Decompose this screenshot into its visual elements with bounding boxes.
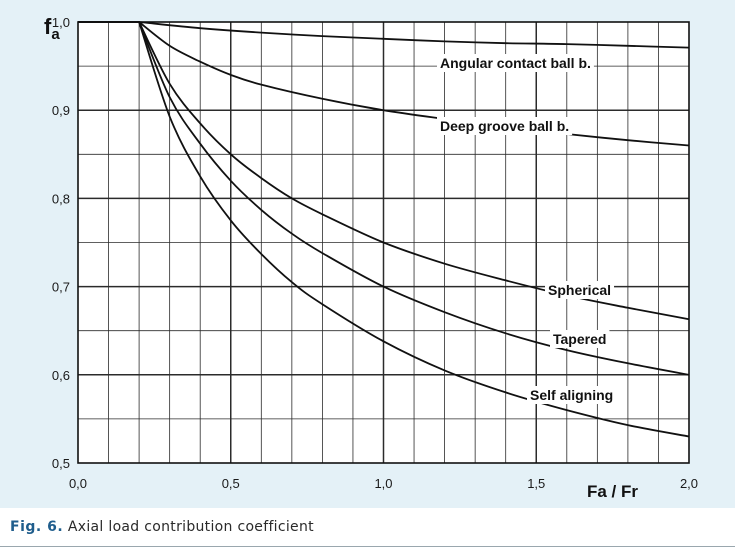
y-axis-title-subscript: a: [51, 26, 60, 43]
curve-label-3: Spherical: [548, 282, 611, 298]
x-tick-label: 1,5: [527, 476, 545, 491]
y-tick-label: 0,9: [52, 103, 70, 118]
curve-label-4: Tapered: [553, 331, 606, 347]
y-tick-label: 0,6: [52, 368, 70, 383]
caption-divider: [0, 546, 735, 547]
series-line-5: [78, 21, 690, 438]
x-tick-label: 0,0: [69, 476, 87, 491]
curve-label-background: [437, 54, 594, 72]
chart: 0,5 0,6 0,7 0,8 0,9 1,0 0,0 0,5 1,0 1,5 2,0 Angul…: [44, 14, 698, 501]
x-axis-title: Fa / Fr: [587, 482, 638, 501]
x-tick-label: 1,0: [374, 476, 392, 491]
curve-label-background: [527, 386, 617, 404]
y-tick-labels: 0,5 0,6 0,7 0,8 0,9 1,0: [52, 15, 70, 471]
series-line-4: [78, 21, 690, 376]
curve-label-1: Angular contact ball b.: [440, 55, 591, 71]
curve-label-2: Deep groove ball b.: [440, 118, 569, 134]
curve-label-background: [550, 330, 610, 348]
curve-label-background: [437, 117, 573, 135]
figure-caption: Fig. 6. Axial load contribution coeffici…: [10, 519, 314, 535]
y-tick-label: 0,7: [52, 280, 70, 295]
y-tick-label: 0,8: [52, 191, 70, 206]
series-line-1: [78, 21, 690, 49]
plot-frame: [77, 21, 690, 464]
y-tick-label: 1,0: [52, 15, 70, 30]
x-tick-labels: 0,0 0,5 1,0 1,5 2,0: [69, 476, 698, 491]
figure-number: Fig. 6.: [10, 519, 64, 535]
y-axis-title-main: f: [44, 14, 52, 39]
y-tick-label: 0,5: [52, 456, 70, 471]
x-tick-label: 0,5: [222, 476, 240, 491]
x-tick-label: 2,0: [680, 476, 698, 491]
figure-caption-text: Axial load contribution coefficient: [67, 519, 314, 535]
curve-label-background: [545, 281, 615, 299]
curve-label-5: Self aligning: [530, 387, 613, 403]
curve-labels: Angular contact ball b. Deep groove ball …: [437, 54, 617, 404]
y-axis-title: fa: [44, 14, 60, 43]
